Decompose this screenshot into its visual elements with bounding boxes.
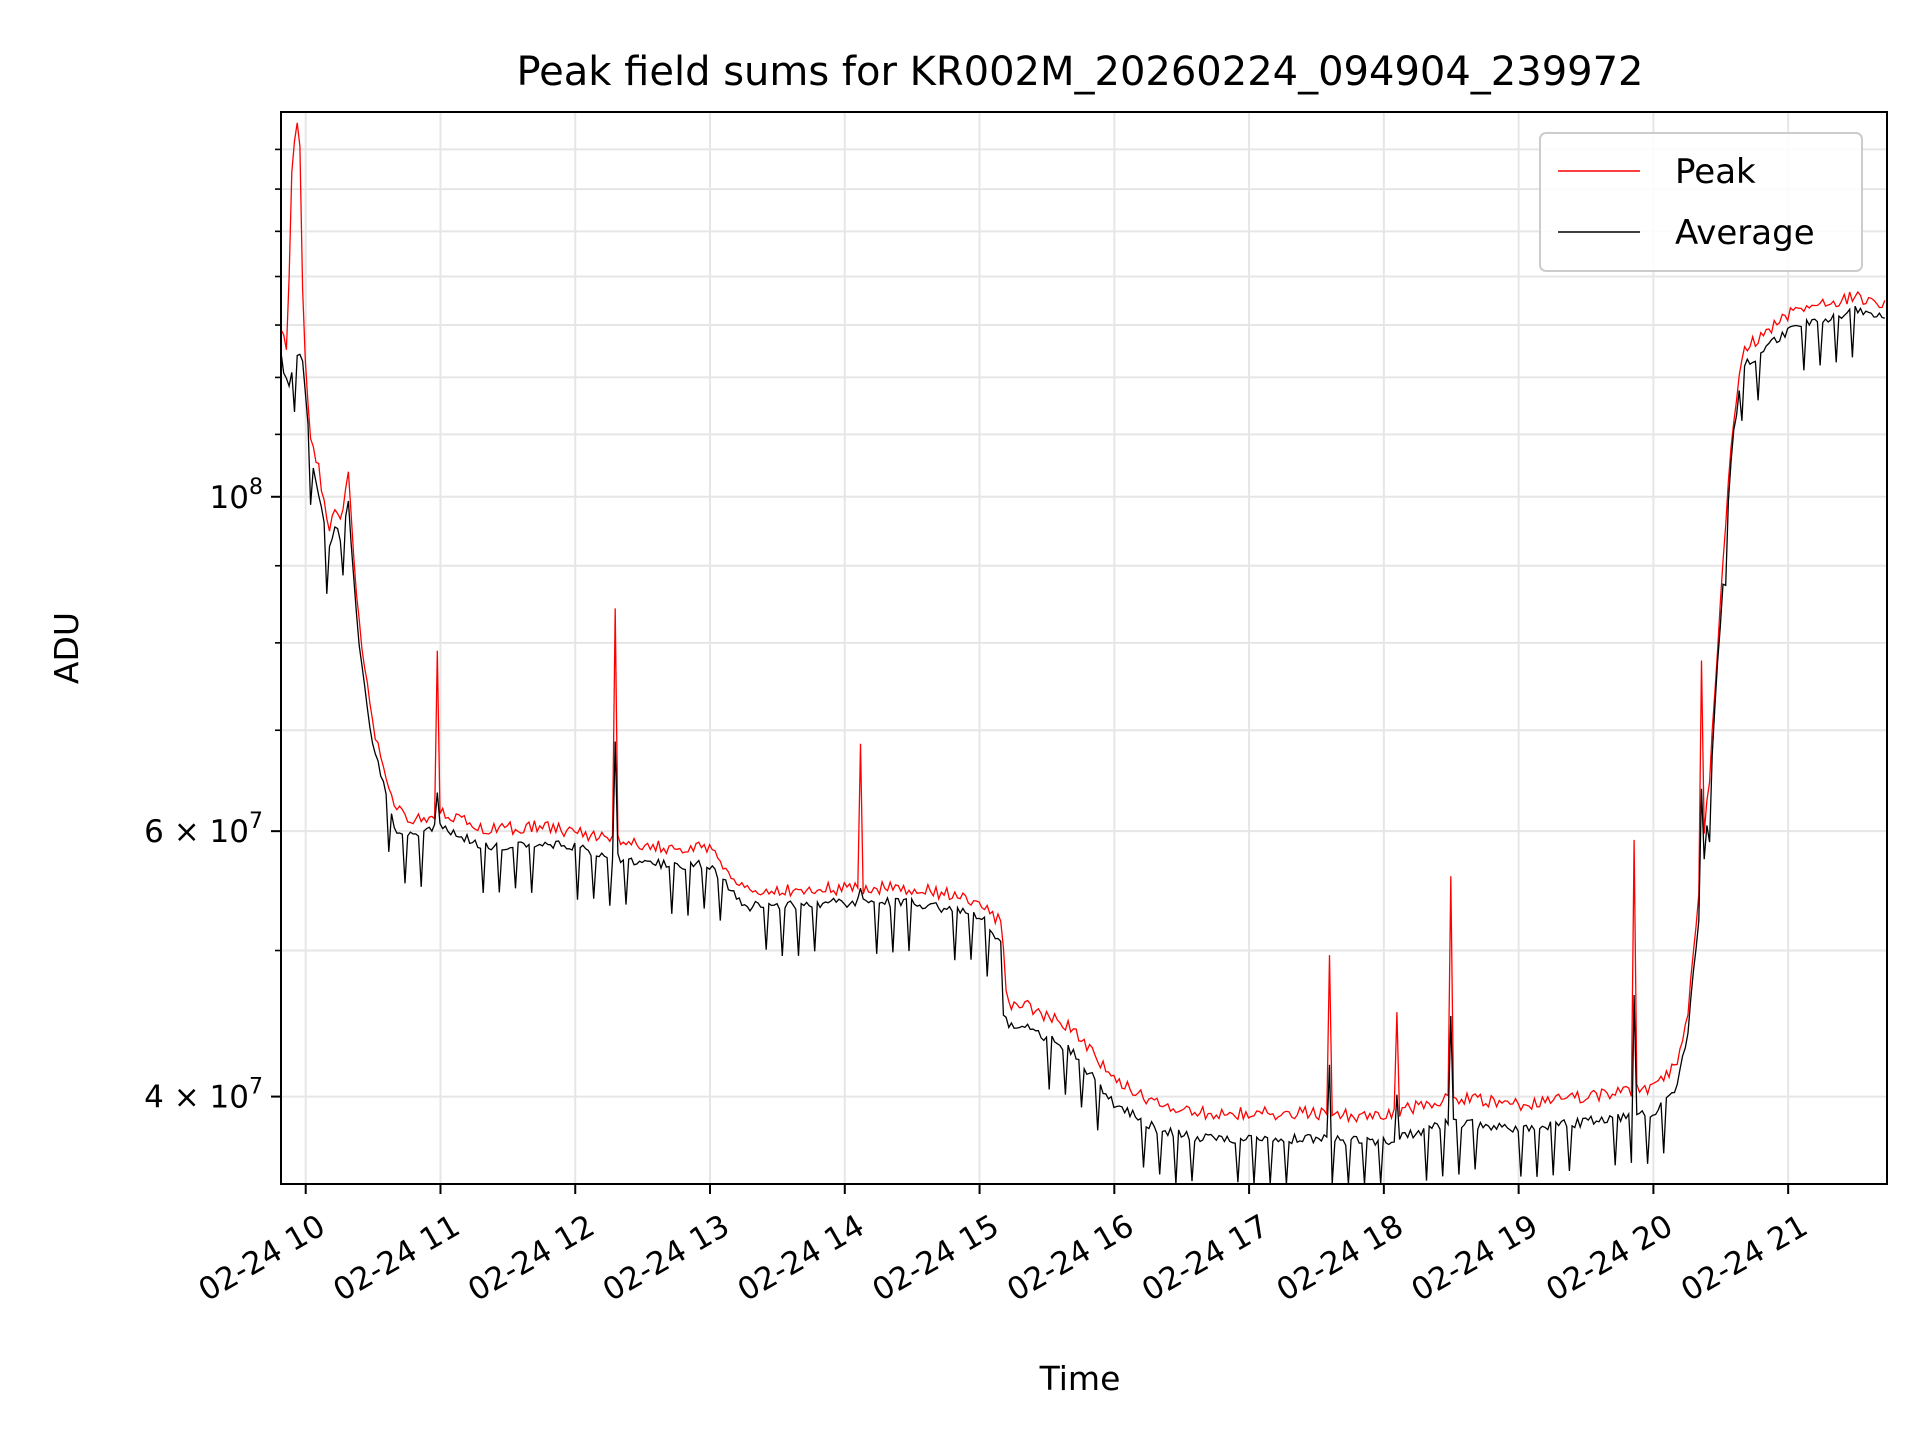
legend-peak-label: Peak	[1675, 152, 1756, 192]
series-layer	[280, 122, 1886, 1185]
chart-title: Peak field sums for KR002M_20260224_0949…	[516, 49, 1643, 95]
x-axis-label: Time	[1039, 1359, 1121, 1398]
grid	[281, 112, 1887, 1184]
legend-average-label: Average	[1675, 213, 1815, 253]
series-peak-line	[280, 122, 1886, 1124]
legend: Peak Average	[1539, 132, 1863, 272]
y-tick-label: 108	[210, 475, 263, 516]
y-tick-label: 6 × 107	[144, 809, 263, 850]
y-axis-ticks: 4 × 107 6 × 107 108	[144, 148, 281, 1116]
y-tick-label: 4 × 107	[144, 1075, 263, 1116]
y-axis-label: ADU	[47, 612, 86, 684]
series-average-line	[280, 305, 1885, 1185]
plot-frame	[280, 111, 1888, 1185]
legend-box	[1539, 132, 1863, 272]
